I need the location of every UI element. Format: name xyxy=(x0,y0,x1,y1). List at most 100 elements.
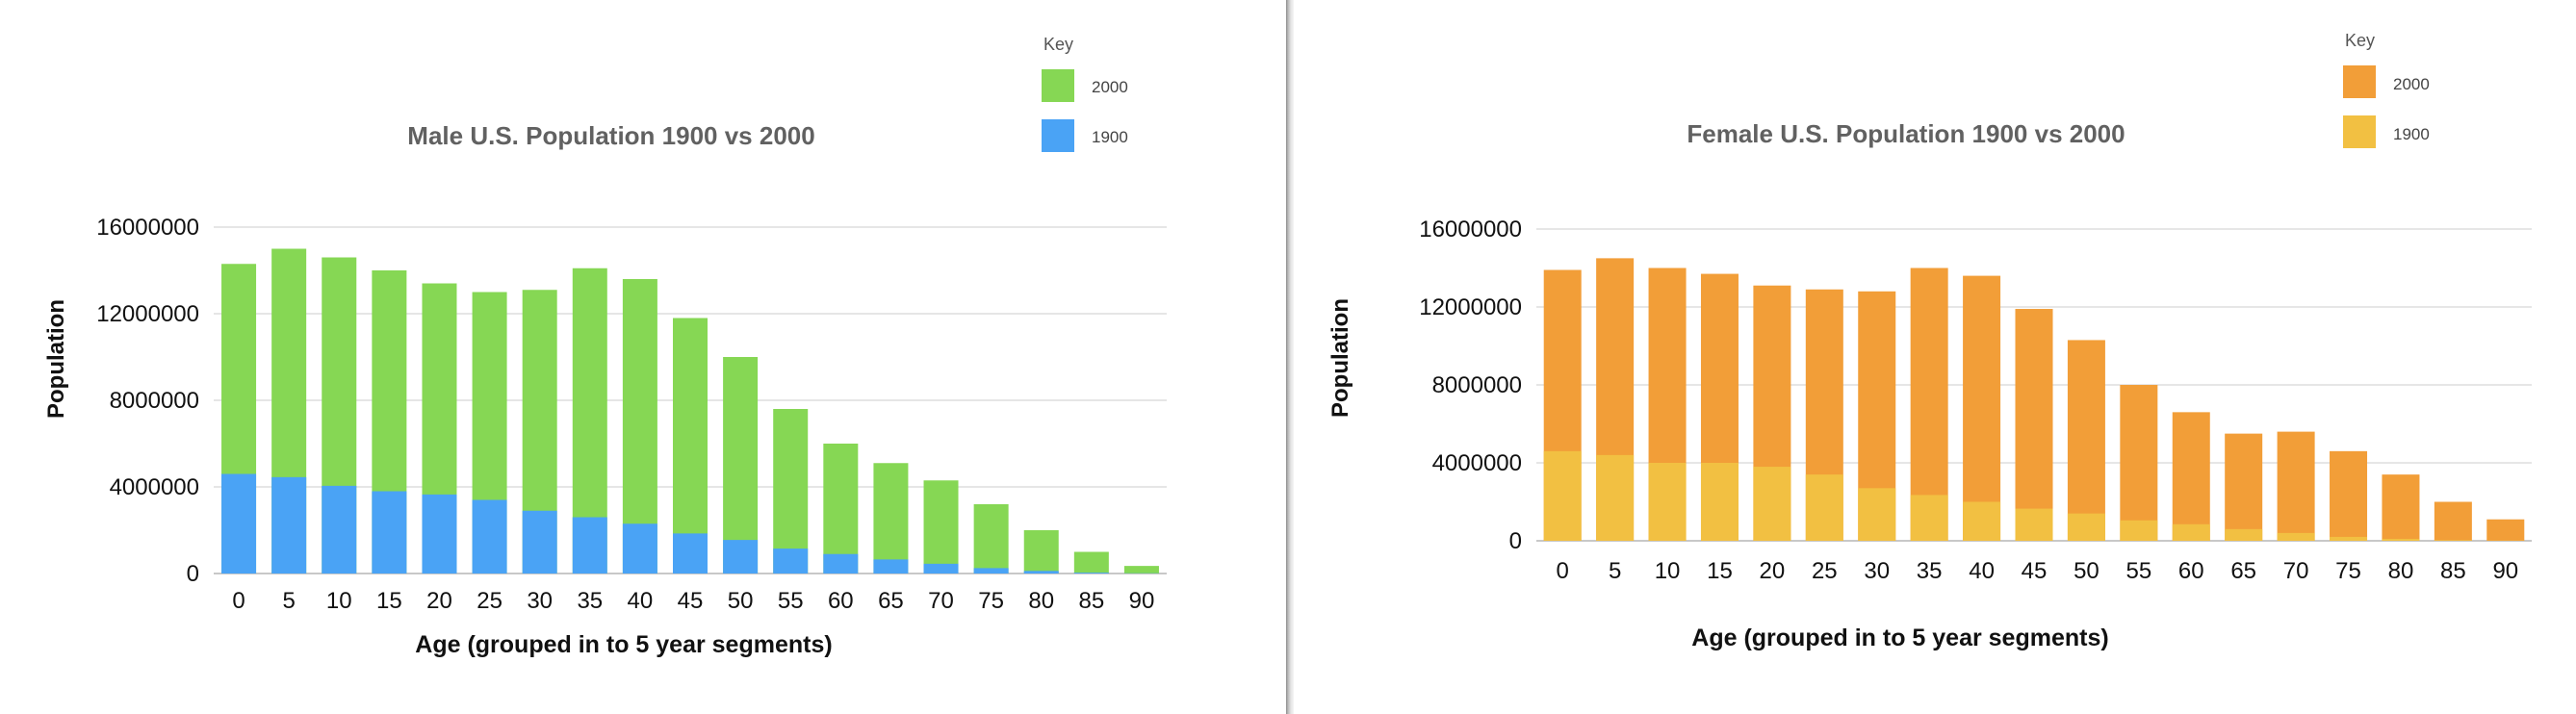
y-tick-label: 8000000 xyxy=(1432,372,1522,398)
bar-1900-age-30 xyxy=(1858,488,1896,541)
x-tick-label: 65 xyxy=(878,588,904,614)
bar-1900-age-25 xyxy=(1805,474,1843,541)
x-tick-label: 10 xyxy=(326,588,352,614)
bar-1900-age-10 xyxy=(322,485,357,574)
female-population-chart: Key 2000 1900 Female U.S. Population 190… xyxy=(1327,31,2532,651)
legend-label-2000: 2000 xyxy=(1092,78,1128,96)
bar-2000-age-70 xyxy=(2277,431,2315,541)
bar-1900-age-75 xyxy=(2330,536,2368,541)
bar-1900-age-50 xyxy=(2067,513,2105,541)
x-tick-label: 40 xyxy=(628,588,654,614)
bar-1900-age-50 xyxy=(723,540,759,574)
bar-1900-age-15 xyxy=(372,491,407,574)
x-tick-labels: 0 5 10 15 20 25 30 35 40 45 50 55 60 65 70 75 80 85 90 xyxy=(232,588,1154,614)
bar-1900-age-10 xyxy=(1648,463,1687,541)
x-tick-label: 70 xyxy=(928,588,954,614)
bar-1900-age-5 xyxy=(271,476,307,574)
x-tick-label: 15 xyxy=(376,588,402,614)
male-population-chart: Key 2000 1900 Male U.S. Population 1900 … xyxy=(43,35,1167,658)
bar-2000-age-75 xyxy=(973,504,1009,574)
y-axis-label: Population xyxy=(1327,298,1353,418)
bar-2000-age-80 xyxy=(1023,530,1059,574)
bar-2000-age-45 xyxy=(673,318,708,574)
bar-1900-age-35 xyxy=(572,517,607,574)
x-tick-label: 35 xyxy=(577,588,603,614)
y-tick-label: 8000000 xyxy=(110,388,199,414)
x-tick-label: 5 xyxy=(282,588,295,614)
y-tick-label: 16000000 xyxy=(96,215,199,241)
bar-1900-age-65 xyxy=(873,559,909,574)
y-tick-label: 4000000 xyxy=(110,474,199,500)
x-tick-label: 5 xyxy=(1609,558,1621,584)
y-tick-label: 12000000 xyxy=(1419,294,1522,320)
bar-2000-age-90 xyxy=(2486,519,2525,541)
bar-2000-age-85 xyxy=(2434,501,2472,541)
x-tick-label: 10 xyxy=(1655,558,1681,584)
bar-1900-age-45 xyxy=(673,533,708,574)
chart-title: Male U.S. Population 1900 vs 2000 xyxy=(407,121,814,150)
window-divider xyxy=(1286,0,1294,714)
y-tick-label: 4000000 xyxy=(1432,450,1522,476)
bar-2000-age-80 xyxy=(2382,474,2420,541)
bar-1900-age-45 xyxy=(2015,508,2053,541)
bar-1900-age-70 xyxy=(2277,532,2315,541)
bar-1900-age-60 xyxy=(2172,523,2210,541)
legend-label-2000: 2000 xyxy=(2393,75,2430,93)
x-tick-label: 50 xyxy=(2074,558,2099,584)
bar-2000-age-60 xyxy=(2172,412,2210,541)
x-tick-label: 20 xyxy=(1760,558,1786,584)
y-tick-label: 0 xyxy=(1509,528,1522,554)
x-tick-label: 80 xyxy=(1028,588,1054,614)
x-tick-label: 50 xyxy=(728,588,754,614)
y-tick-label: 0 xyxy=(187,561,199,587)
x-axis-label: Age (grouped in to 5 year segments) xyxy=(1691,625,2108,651)
bar-1900-age-80 xyxy=(1023,571,1059,574)
y-tick-label: 16000000 xyxy=(1419,217,1522,242)
bar-2000-age-70 xyxy=(923,480,959,574)
bar-1900-age-20 xyxy=(1753,467,1791,541)
x-tick-label: 75 xyxy=(978,588,1004,614)
bar-2000-age-65 xyxy=(873,463,909,574)
x-tick-label: 20 xyxy=(426,588,452,614)
x-tick-label: 60 xyxy=(2178,558,2204,584)
bar-1900-age-0 xyxy=(1543,450,1582,541)
bar-2000-age-55 xyxy=(2120,385,2158,541)
bar-1900-age-15 xyxy=(1700,463,1739,541)
bar-2000-age-40 xyxy=(1963,275,2001,541)
x-tick-label: 45 xyxy=(2022,558,2048,584)
bar-1900-age-55 xyxy=(2120,520,2158,541)
bar-1900-age-55 xyxy=(773,548,809,574)
x-tick-label: 55 xyxy=(778,588,804,614)
y-axis-label: Population xyxy=(43,299,69,419)
bar-1900-age-30 xyxy=(522,510,557,574)
female-chart-panel: Key 2000 1900 Female U.S. Population 190… xyxy=(1294,0,2576,714)
bar-1900-age-0 xyxy=(221,473,257,574)
x-tick-label: 65 xyxy=(2230,558,2256,584)
bar-1900-age-40 xyxy=(622,523,657,574)
x-tick-label: 70 xyxy=(2283,558,2309,584)
legend-title: Key xyxy=(1043,35,1073,54)
bars xyxy=(1543,258,2525,541)
x-tick-labels: 0 5 10 15 20 25 30 35 40 45 50 55 60 65 70 75 80 85 90 xyxy=(1557,558,2519,584)
bar-2000-age-65 xyxy=(2225,433,2263,541)
legend-swatch-1900 xyxy=(2343,115,2376,148)
x-tick-label: 80 xyxy=(2388,558,2414,584)
x-tick-label: 90 xyxy=(1129,588,1155,614)
y-tick-labels: 0 4000000 8000000 12000000 16000000 xyxy=(1419,217,1522,554)
bar-1900-age-40 xyxy=(1963,501,2001,541)
x-tick-label: 25 xyxy=(477,588,502,614)
bar-1900-age-20 xyxy=(422,494,457,574)
bar-1900-age-85 xyxy=(2434,540,2472,541)
bar-2000-age-50 xyxy=(2067,340,2105,541)
bar-2000-age-50 xyxy=(723,357,759,574)
x-tick-label: 0 xyxy=(232,588,245,614)
bar-2000-age-60 xyxy=(823,444,859,574)
male-chart-panel: Key 2000 1900 Male U.S. Population 1900 … xyxy=(0,0,1286,714)
bar-2000-age-45 xyxy=(2015,309,2053,541)
x-tick-label: 15 xyxy=(1707,558,1733,584)
bar-1900-age-65 xyxy=(2225,528,2263,541)
bars xyxy=(221,248,1159,574)
x-tick-label: 30 xyxy=(527,588,553,614)
bar-1900-age-75 xyxy=(973,568,1009,574)
bar-2000-age-55 xyxy=(773,409,809,574)
